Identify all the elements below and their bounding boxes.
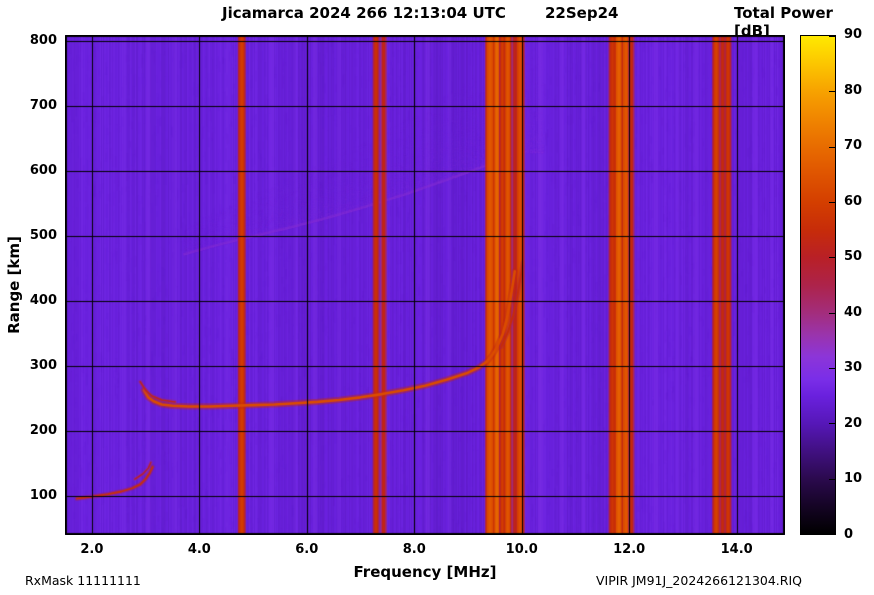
y-tick-label: 200 bbox=[29, 423, 57, 439]
colorbar-tick-label: 60 bbox=[844, 193, 863, 209]
x-axis-label: Frequency [MHz] bbox=[353, 563, 497, 581]
x-tick-label: 12.0 bbox=[613, 542, 646, 557]
y-tick-label: 800 bbox=[29, 33, 57, 49]
colorbar-notch bbox=[829, 312, 835, 314]
y-tick-label: 600 bbox=[29, 163, 57, 179]
colorbar-tick-label: 80 bbox=[844, 82, 863, 98]
filename-label: VIPIR JM91J_2024266121304.RIQ bbox=[595, 573, 802, 588]
y-tick-label: 100 bbox=[29, 488, 57, 504]
x-tick-label: 2.0 bbox=[80, 542, 104, 557]
colorbar-notch bbox=[829, 423, 835, 425]
colorbar bbox=[800, 35, 836, 535]
plot-title: Jicamarca 2024 266 12:13:04 UTC bbox=[222, 4, 506, 22]
ionogram-heatmap-canvas bbox=[65, 35, 785, 535]
colorbar-tick-label: 50 bbox=[844, 249, 863, 265]
colorbar-tick-label: 40 bbox=[844, 304, 863, 320]
y-tick-label: 400 bbox=[29, 293, 57, 309]
colorbar-notch bbox=[829, 534, 835, 535]
plot-date: 22Sep24 bbox=[545, 4, 619, 22]
colorbar-tick-label: 70 bbox=[844, 138, 863, 154]
colorbar-gradient bbox=[801, 36, 835, 534]
y-tick-label: 700 bbox=[29, 98, 57, 114]
colorbar-notch bbox=[829, 202, 835, 203]
rxmask-label: RxMask 11111111 bbox=[25, 573, 141, 588]
y-axis-label: Range [km] bbox=[5, 236, 23, 334]
colorbar-tick-label: 0 bbox=[844, 527, 854, 542]
y-tick-label: 500 bbox=[29, 228, 57, 244]
colorbar-notch bbox=[829, 146, 835, 148]
colorbar-notch bbox=[829, 368, 835, 369]
colorbar-tick-label: 20 bbox=[844, 415, 863, 431]
colorbar-notch bbox=[829, 257, 835, 259]
x-tick-label: 8.0 bbox=[402, 542, 426, 557]
x-tick-label: 6.0 bbox=[295, 542, 319, 557]
y-tick-label: 300 bbox=[29, 358, 57, 374]
colorbar-notch bbox=[829, 36, 835, 37]
colorbar-notch bbox=[829, 91, 835, 93]
colorbar-notch bbox=[829, 478, 835, 480]
colorbar-tick-label: 90 bbox=[844, 27, 863, 42]
x-tick-label: 4.0 bbox=[187, 542, 211, 557]
colorbar-tick-label: 30 bbox=[844, 360, 863, 376]
x-tick-label: 10.0 bbox=[505, 542, 538, 557]
x-tick-label: 14.0 bbox=[720, 542, 753, 557]
colorbar-tick-label: 10 bbox=[844, 471, 863, 487]
